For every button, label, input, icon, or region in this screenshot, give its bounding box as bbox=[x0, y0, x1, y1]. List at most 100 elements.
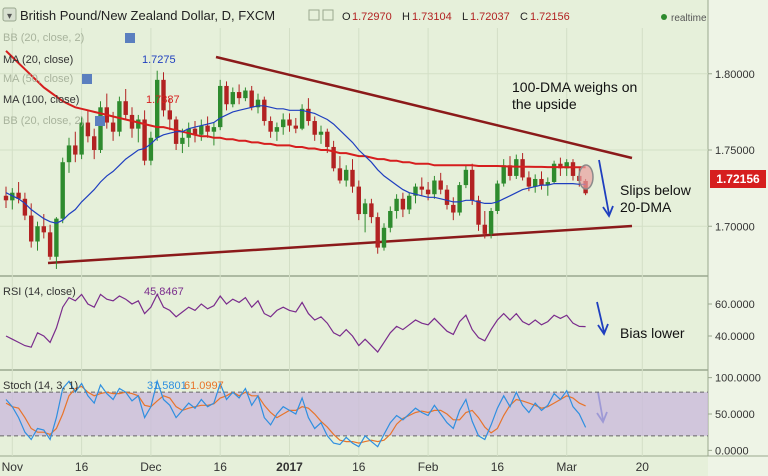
ohlc-close-value: 1.72156 bbox=[530, 11, 570, 23]
candle bbox=[413, 183, 418, 204]
candle-body bbox=[123, 101, 128, 115]
candle-body bbox=[419, 186, 424, 190]
legend-bb-visibility-icon[interactable] bbox=[125, 33, 135, 43]
last-candle-highlight[interactable] bbox=[578, 164, 594, 190]
candle bbox=[533, 174, 538, 193]
candle-body bbox=[92, 136, 97, 150]
resistance-trendline[interactable] bbox=[215, 55, 633, 160]
legend-bb[interactable]: BB (20, close, 2) bbox=[3, 32, 84, 44]
right-axis-background bbox=[708, 0, 768, 476]
candle bbox=[161, 72, 166, 117]
stoch-k-line bbox=[5, 379, 587, 448]
x-tick-label-8: Mar bbox=[556, 460, 577, 474]
candle-body bbox=[73, 145, 78, 155]
arrow-rsi-down[interactable] bbox=[596, 301, 609, 336]
stoch-tick-label-1: 50.0000 bbox=[715, 409, 755, 421]
candle-body bbox=[110, 122, 116, 132]
rsi-tick-label-1: 40.0000 bbox=[715, 331, 755, 343]
candle-body bbox=[325, 131, 330, 147]
candle-body bbox=[394, 198, 399, 211]
candle-body bbox=[218, 85, 223, 128]
candle-body bbox=[192, 128, 198, 135]
candle bbox=[488, 207, 494, 239]
support-trendline[interactable] bbox=[47, 224, 633, 265]
candle bbox=[60, 157, 65, 224]
candle bbox=[10, 188, 15, 210]
x-axis-labels: Nov 16 Dec 16 2017 16 Feb 16 Mar 20 bbox=[2, 460, 650, 474]
candle bbox=[22, 192, 28, 221]
candle-body bbox=[545, 182, 550, 186]
candle bbox=[73, 131, 78, 163]
candle-body bbox=[362, 203, 368, 215]
candle bbox=[299, 104, 305, 131]
candle bbox=[218, 79, 223, 131]
candle-body bbox=[60, 162, 65, 219]
candle bbox=[236, 84, 242, 105]
candle bbox=[507, 156, 513, 181]
candle bbox=[211, 122, 217, 146]
legend-bb2-visibility-icon[interactable] bbox=[95, 116, 105, 126]
candle-body bbox=[299, 108, 305, 129]
legend-ma50[interactable]: MA (50, close) bbox=[3, 73, 73, 85]
candle-body bbox=[142, 119, 147, 161]
x-tick-label-2: Dec bbox=[140, 460, 161, 474]
candle bbox=[155, 70, 160, 141]
candle-body bbox=[520, 159, 525, 178]
candle-body bbox=[262, 99, 267, 122]
legend-ma20[interactable]: MA (20, close) bbox=[3, 54, 73, 66]
candle-body bbox=[375, 217, 380, 248]
candle-body bbox=[41, 226, 46, 233]
candle bbox=[482, 211, 487, 239]
candle bbox=[495, 180, 500, 215]
candle bbox=[444, 185, 450, 210]
candle-body bbox=[268, 121, 273, 132]
candle-body bbox=[148, 137, 154, 161]
candle bbox=[142, 110, 147, 166]
legend-bb2[interactable]: BB (20, close, 2) bbox=[3, 115, 84, 127]
candle-body bbox=[255, 99, 261, 108]
candle-body bbox=[507, 165, 513, 176]
symbol-title[interactable]: British Pound/New Zealand Dollar, D, FXC… bbox=[20, 8, 275, 23]
realtime-dot-icon bbox=[661, 14, 667, 20]
candle bbox=[148, 131, 154, 166]
candle-body bbox=[199, 125, 204, 135]
legend-rsi[interactable]: RSI (14, close) bbox=[3, 286, 76, 298]
candle-body bbox=[293, 125, 298, 129]
legend-stoch[interactable]: Stoch (14, 3, 1) bbox=[3, 380, 78, 392]
candle-body bbox=[205, 125, 210, 132]
price-tick-label-0: 1.80000 bbox=[715, 69, 755, 81]
candle bbox=[16, 182, 21, 204]
candle bbox=[344, 165, 349, 187]
candle-body bbox=[526, 177, 532, 187]
legend-ma50-visibility-icon[interactable] bbox=[82, 74, 92, 84]
annotation-slips-line2: 20-DMA bbox=[620, 199, 672, 215]
header-tool-icons[interactable] bbox=[308, 9, 334, 21]
candle-body bbox=[432, 180, 437, 195]
candle bbox=[255, 93, 261, 114]
price-tick-label-2: 1.70000 bbox=[715, 221, 755, 233]
annotation-100dma-line1: 100-DMA weighs on bbox=[512, 79, 637, 95]
current-price-tag: 1.72156 bbox=[710, 170, 766, 188]
candle-body bbox=[533, 178, 538, 187]
candle-body bbox=[47, 232, 53, 257]
candle bbox=[356, 180, 361, 221]
candle-body bbox=[236, 92, 242, 99]
candle bbox=[136, 114, 141, 143]
candle-body bbox=[470, 169, 475, 201]
candle-body bbox=[413, 186, 418, 196]
legend-ma100[interactable]: MA (100, close) bbox=[3, 94, 79, 106]
candle bbox=[287, 113, 292, 132]
candle-body bbox=[451, 204, 456, 213]
candle bbox=[369, 198, 374, 224]
candle bbox=[293, 117, 298, 134]
arrow-slips-down[interactable] bbox=[598, 159, 614, 218]
candle-body bbox=[281, 119, 286, 128]
candle bbox=[350, 159, 355, 193]
ma20-line bbox=[5, 105, 586, 224]
symbol-collapse-button[interactable] bbox=[2, 7, 17, 22]
candle bbox=[318, 125, 324, 144]
candle bbox=[325, 128, 330, 154]
candle-body bbox=[476, 200, 481, 225]
candle-body bbox=[425, 189, 431, 195]
